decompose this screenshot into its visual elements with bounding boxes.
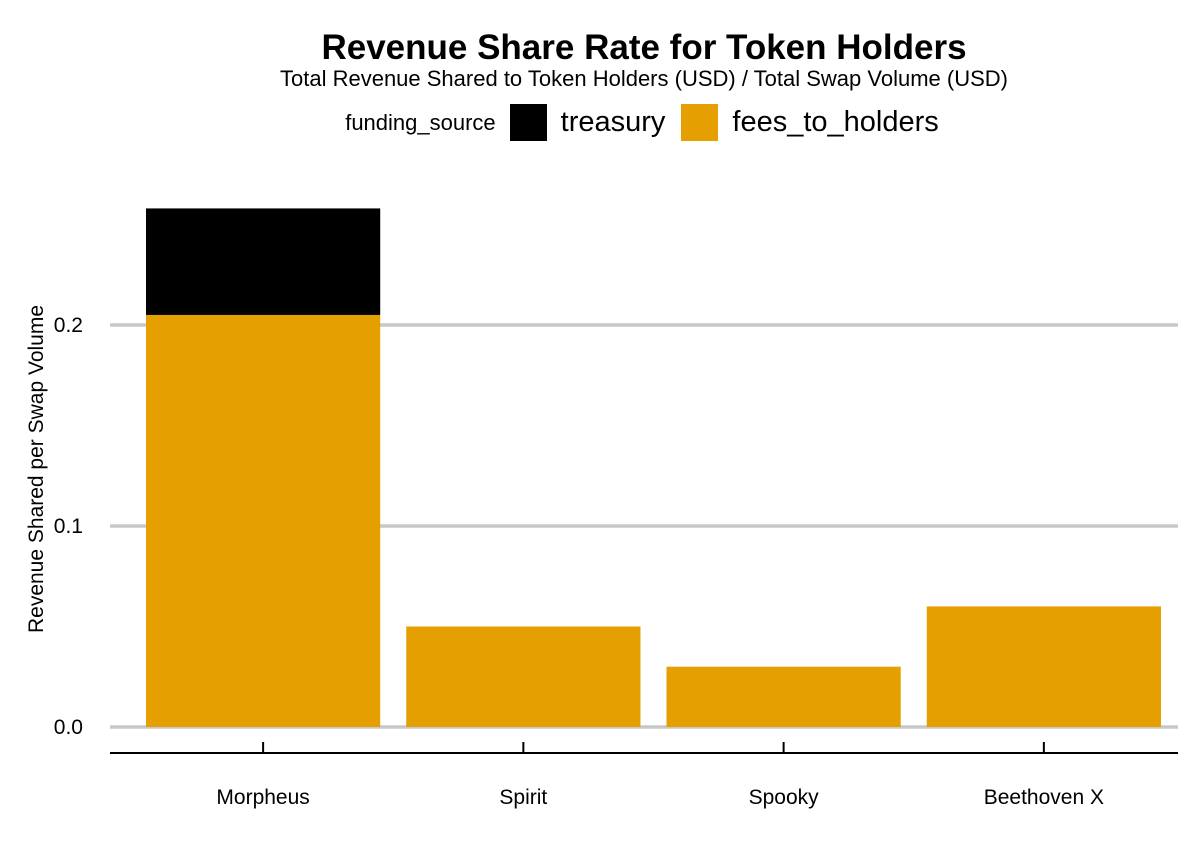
bar-morpheus-treasury xyxy=(146,208,381,315)
y-tick-label-0: 0.0 xyxy=(54,716,83,739)
x-tick-label-1: Spirit xyxy=(499,786,547,809)
x-tick-label-2: Spooky xyxy=(749,786,820,809)
legend-swatch-fees-to-holders xyxy=(681,104,719,141)
legend-title: funding_source xyxy=(345,109,496,135)
legend-swatch-treasury xyxy=(509,104,547,141)
legend-label-fees-to-holders: fees_to_holders xyxy=(732,106,939,138)
chart-subtitle: Total Revenue Shared to Token Holders (U… xyxy=(280,66,1008,91)
x-tick-label-3: Beethoven X xyxy=(984,786,1104,809)
legend-label-treasury: treasury xyxy=(560,106,666,138)
chart-title: Revenue Share Rate for Token Holders xyxy=(321,28,967,67)
bars xyxy=(146,208,1161,727)
y-axis-title: Revenue Shared per Swap Volume xyxy=(25,305,48,633)
bar-spirit-fees-to-holders xyxy=(406,626,641,727)
y-tick-label-1: 0.1 xyxy=(54,515,83,538)
legend: funding_source treasury fees_to_holders xyxy=(0,104,1200,141)
legend-item-fees-to-holders: fees_to_holders xyxy=(681,104,939,141)
x-tick-label-0: Morpheus xyxy=(216,786,309,809)
y-axis: 0.0 0.1 0.2 xyxy=(54,314,83,739)
x-axis: Morpheus Spirit Spooky Beethoven X xyxy=(110,742,1178,809)
bar-beethoven-x-fees-to-holders xyxy=(926,606,1161,727)
legend-item-treasury: treasury xyxy=(509,104,666,141)
bar-spooky-fees-to-holders xyxy=(666,666,901,727)
bar-morpheus-fees-to-holders xyxy=(146,314,381,727)
y-tick-label-2: 0.2 xyxy=(54,314,83,337)
